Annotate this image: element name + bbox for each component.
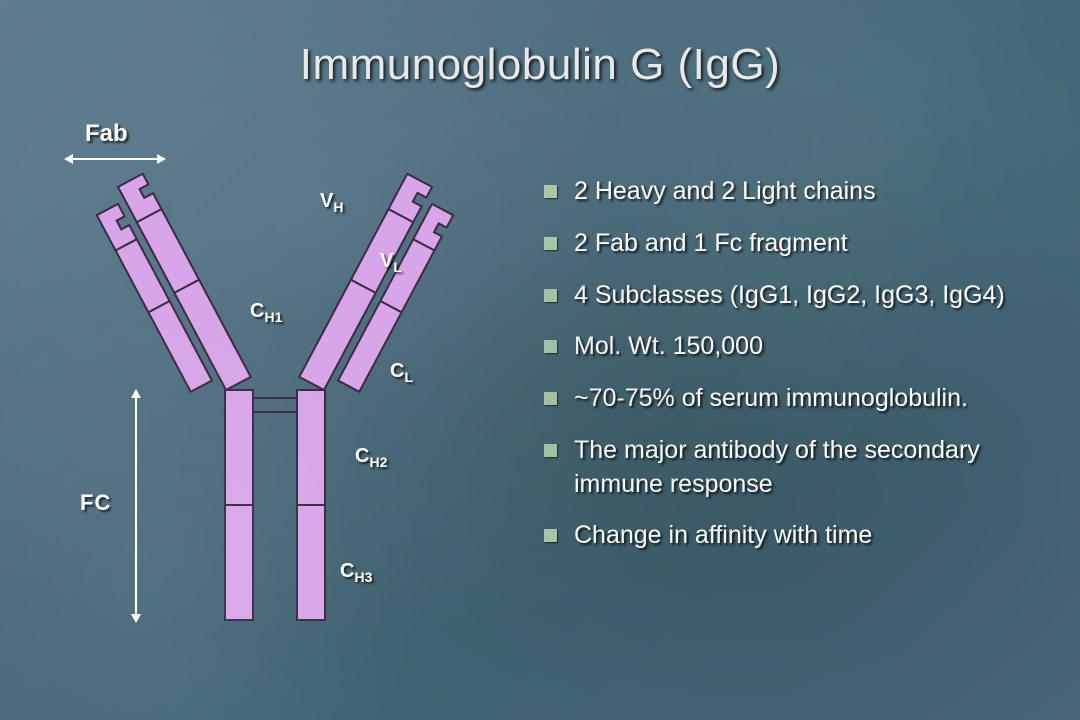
label-ch3-main: C [340, 560, 354, 582]
label-ch1-main: C [250, 300, 264, 322]
igg-diagram: Fab FC VH VL CH1 CL CH2 CH3 [30, 120, 530, 680]
label-vl: VL [380, 250, 402, 275]
label-fc-text: FC [80, 490, 111, 515]
slide: Immunoglobulin G (IgG) [0, 0, 1080, 720]
label-ch2-sub: H2 [369, 454, 387, 470]
label-ch3-sub: H3 [354, 569, 372, 585]
label-ch3: CH3 [340, 560, 372, 585]
label-ch2-main: C [355, 445, 369, 467]
label-fc: FC [80, 490, 111, 516]
label-cl: CL [390, 360, 413, 385]
label-ch2: CH2 [355, 445, 387, 470]
label-cl-sub: L [404, 369, 413, 385]
bullet-item: The major antibody of the secondary immu… [540, 434, 1050, 502]
antibody-svg [30, 120, 530, 680]
bullet-item: ~70-75% of serum immunoglobulin. [540, 382, 1050, 416]
bullet-item: 2 Heavy and 2 Light chains [540, 175, 1050, 209]
bullet-item: Mol. Wt. 150,000 [540, 330, 1050, 364]
bullet-list: 2 Heavy and 2 Light chains 2 Fab and 1 F… [540, 175, 1050, 571]
bullet-item: Change in affinity with time [540, 519, 1050, 553]
label-vl-main: V [380, 250, 393, 272]
bullet-item: 4 Subclasses (IgG1, IgG2, IgG3, IgG4) [540, 279, 1050, 313]
label-vh-main: V [320, 190, 333, 212]
slide-title: Immunoglobulin G (IgG) [0, 40, 1080, 90]
label-cl-main: C [390, 360, 404, 382]
label-vh: VH [320, 190, 343, 215]
label-fab: Fab [85, 120, 128, 148]
bullet-item: 2 Fab and 1 Fc fragment [540, 227, 1050, 261]
label-vl-sub: L [393, 259, 402, 275]
label-vh-sub: H [333, 199, 343, 215]
label-ch1: CH1 [250, 300, 282, 325]
label-ch1-sub: H1 [264, 309, 282, 325]
